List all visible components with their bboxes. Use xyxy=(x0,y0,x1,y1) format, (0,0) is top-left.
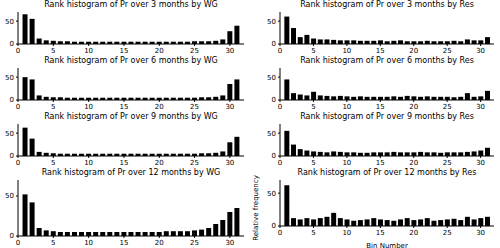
svg-text:10: 10 xyxy=(342,103,351,111)
svg-text:50: 50 xyxy=(267,130,276,138)
html-text:Relative frequency: Relative frequency xyxy=(252,175,260,241)
svg-text:15: 15 xyxy=(376,229,385,237)
svg-text:50: 50 xyxy=(8,130,14,138)
svg-text:10: 10 xyxy=(342,229,351,237)
svg-text:15: 15 xyxy=(119,103,128,111)
svg-text:0: 0 xyxy=(16,239,20,247)
svg-text:50: 50 xyxy=(8,74,14,82)
svg-text:5: 5 xyxy=(311,103,315,111)
html-text:Rank histogram of Pr over 3 mo: Rank histogram of Pr over 3 months by WG xyxy=(44,0,218,9)
svg-text:0: 0 xyxy=(278,47,282,55)
svg-text:50: 50 xyxy=(8,192,14,200)
svg-text:5: 5 xyxy=(51,239,55,247)
svg-text:25: 25 xyxy=(443,103,452,111)
svg-text:5: 5 xyxy=(311,159,315,167)
svg-text:50: 50 xyxy=(267,190,276,198)
svg-text:15: 15 xyxy=(119,47,128,55)
svg-text:0: 0 xyxy=(272,40,276,48)
svg-text:0: 0 xyxy=(278,229,282,237)
svg-text:20: 20 xyxy=(409,229,418,237)
svg-text:25: 25 xyxy=(443,159,452,167)
svg-text:0: 0 xyxy=(10,40,14,48)
svg-text:30: 30 xyxy=(476,159,485,167)
svg-text:15: 15 xyxy=(119,159,128,167)
html-text:Rank histogram of Pr over 9 mo: Rank histogram of Pr over 9 months by WG xyxy=(44,112,218,121)
svg-text:50: 50 xyxy=(267,74,276,82)
svg-text:30: 30 xyxy=(225,103,234,111)
svg-text:20: 20 xyxy=(155,239,164,247)
svg-text:0: 0 xyxy=(16,159,20,167)
svg-text:10: 10 xyxy=(84,103,93,111)
svg-text:20: 20 xyxy=(155,159,164,167)
svg-text:30: 30 xyxy=(476,103,485,111)
html-text:Rank histogram of Pr over 6 mo: Rank histogram of Pr over 6 months by Re… xyxy=(300,56,474,65)
svg-text:25: 25 xyxy=(443,47,452,55)
svg-text:0: 0 xyxy=(272,152,276,160)
html-text:Rank histogram of Pr over 12 m: Rank histogram of Pr over 12 months by R… xyxy=(297,168,477,177)
svg-text:5: 5 xyxy=(311,229,315,237)
svg-text:15: 15 xyxy=(376,159,385,167)
svg-text:15: 15 xyxy=(119,239,128,247)
svg-text:0: 0 xyxy=(10,96,14,104)
svg-text:0: 0 xyxy=(10,232,14,240)
html-text:Rank histogram of Pr over 12 m: Rank histogram of Pr over 12 months by W… xyxy=(41,168,221,177)
svg-text:15: 15 xyxy=(376,103,385,111)
svg-text:20: 20 xyxy=(409,103,418,111)
svg-text:5: 5 xyxy=(51,47,55,55)
svg-text:30: 30 xyxy=(225,239,234,247)
svg-text:30: 30 xyxy=(476,47,485,55)
svg-text:Bin Number: Bin Number xyxy=(366,242,408,248)
svg-text:0: 0 xyxy=(272,96,276,104)
svg-text:20: 20 xyxy=(155,103,164,111)
svg-text:0: 0 xyxy=(278,159,282,167)
svg-text:25: 25 xyxy=(190,103,199,111)
svg-text:25: 25 xyxy=(190,47,199,55)
svg-text:0: 0 xyxy=(278,103,282,111)
svg-text:50: 50 xyxy=(267,18,276,26)
svg-text:5: 5 xyxy=(311,47,315,55)
svg-text:0: 0 xyxy=(272,222,276,230)
svg-text:25: 25 xyxy=(443,229,452,237)
svg-text:30: 30 xyxy=(225,159,234,167)
svg-text:5: 5 xyxy=(51,103,55,111)
svg-text:25: 25 xyxy=(190,239,199,247)
svg-text:0: 0 xyxy=(10,152,14,160)
svg-text:10: 10 xyxy=(84,47,93,55)
html-text:Rank histogram of Pr over 6 mo: Rank histogram of Pr over 6 months by WG xyxy=(44,56,218,65)
svg-text:10: 10 xyxy=(84,159,93,167)
svg-text:25: 25 xyxy=(190,159,199,167)
svg-text:10: 10 xyxy=(342,159,351,167)
html-text:Rank histogram of Pr over 9 mo: Rank histogram of Pr over 9 months by Re… xyxy=(300,112,474,121)
svg-text:30: 30 xyxy=(476,229,485,237)
svg-text:15: 15 xyxy=(376,47,385,55)
svg-text:5: 5 xyxy=(51,159,55,167)
svg-text:0: 0 xyxy=(16,47,20,55)
svg-text:20: 20 xyxy=(155,47,164,55)
svg-text:30: 30 xyxy=(225,47,234,55)
html-text:Rank histogram of Pr over 3 mo: Rank histogram of Pr over 3 months by Re… xyxy=(300,0,474,9)
svg-text:20: 20 xyxy=(409,159,418,167)
svg-text:0: 0 xyxy=(16,103,20,111)
svg-text:50: 50 xyxy=(8,18,14,26)
svg-text:10: 10 xyxy=(84,239,93,247)
svg-text:20: 20 xyxy=(409,47,418,55)
svg-text:10: 10 xyxy=(342,47,351,55)
